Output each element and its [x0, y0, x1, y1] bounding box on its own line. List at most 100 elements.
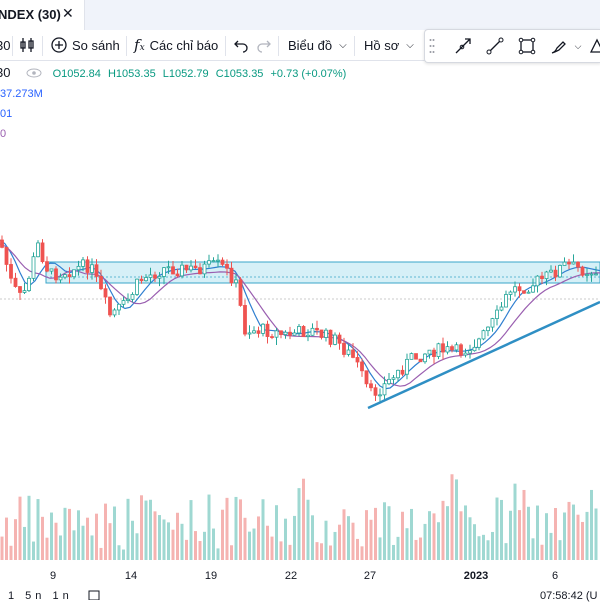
volume-bar [230, 545, 233, 560]
candle-body [499, 306, 504, 311]
range-buttons[interactable]: 1 5n 1n [8, 590, 73, 602]
volume-bar [306, 499, 310, 560]
candle-body [31, 256, 36, 279]
trend-line-tool-icon[interactable] [483, 34, 507, 58]
candle-body [351, 349, 355, 358]
candle-body [4, 246, 9, 265]
candle-body [364, 370, 369, 385]
candle-body [360, 361, 364, 372]
volume-bar [329, 545, 332, 560]
candle-body [67, 274, 72, 278]
calendar-icon[interactable] [88, 590, 100, 603]
candle-body [445, 346, 450, 353]
candle-body [405, 358, 409, 375]
volume-bar [86, 517, 89, 560]
candle-body [490, 318, 495, 328]
volume-bar [563, 512, 566, 560]
candle-body [346, 349, 351, 355]
candle-body [256, 330, 261, 334]
volume-bar [365, 510, 368, 560]
interval-button[interactable]: 30 [0, 30, 10, 60]
candlesticks [0, 235, 598, 403]
uptrend-line[interactable] [367, 300, 600, 410]
redo-button[interactable] [256, 30, 272, 60]
candle-body [72, 269, 76, 278]
volume-bar [36, 499, 40, 560]
volume-bar [401, 511, 404, 560]
volume-bar [320, 543, 323, 560]
ohlc-legend: 30 O1052.84 H1053.35 L1052.79 C1053.35 +… [0, 65, 350, 80]
legend-close: C1053.35 [215, 68, 264, 80]
volume-bar [252, 528, 256, 560]
profile-dropdown[interactable]: Hồ sơ ⌵ [364, 30, 414, 60]
volume-bar [77, 510, 80, 560]
volume-bar [513, 483, 517, 560]
volume-bar [68, 508, 71, 560]
candle-body [495, 309, 499, 319]
chevron-down-icon[interactable]: ⌵ [574, 40, 582, 51]
volume-bar [194, 531, 197, 560]
volume-bar [527, 506, 530, 560]
time-axis[interactable]: 9 14 19 22 27 2023 6 [0, 560, 600, 584]
volume-bar [41, 516, 44, 560]
volume-bar [113, 506, 116, 560]
volume-bar [540, 544, 544, 560]
volume-bar [590, 489, 593, 560]
candle-body [535, 275, 540, 287]
shapes-tool-icon[interactable] [585, 34, 600, 58]
profile-label: Hồ sơ [364, 37, 400, 53]
candle-body [279, 330, 283, 335]
volume-bar [216, 548, 220, 560]
volume-bar [437, 522, 440, 560]
volume-bar [356, 538, 359, 560]
volume-bar [410, 508, 413, 560]
candle-body [328, 329, 333, 345]
volume-bar [549, 532, 553, 560]
clock-readout: 07:58:42 (U [540, 590, 598, 602]
close-icon[interactable]: ✕ [62, 5, 74, 21]
drag-handle-icon[interactable] [427, 34, 437, 58]
trend-arrow-tool-icon[interactable] [451, 34, 475, 58]
symbol-tab[interactable]: NDEX (30) ✕ [0, 0, 85, 30]
candle-body [225, 264, 229, 269]
indicators-button[interactable]: fx Các chỉ báo [134, 30, 218, 60]
volume-bar [374, 507, 377, 560]
volume-bar [63, 507, 67, 560]
candle-body [288, 331, 292, 336]
candle-body [94, 264, 99, 277]
candle-body [544, 271, 549, 279]
candle-body [468, 350, 472, 354]
volume-bar [149, 499, 152, 560]
volume-bar [167, 522, 170, 560]
undo-button[interactable] [233, 30, 249, 60]
candle-body [513, 286, 517, 293]
candle-body [243, 305, 247, 335]
volume-bar [414, 539, 418, 560]
volume-bar [95, 513, 98, 560]
candle-body [454, 344, 459, 351]
brush-tool-icon[interactable] [547, 34, 571, 58]
x-tick-label: 2023 [463, 570, 489, 582]
candle-body [184, 264, 189, 271]
candle-body [567, 261, 571, 265]
rectangle-tool-icon[interactable] [515, 34, 539, 58]
volume-bar [405, 528, 409, 560]
volume-bar [464, 505, 467, 560]
bar-style-button[interactable] [18, 30, 36, 60]
volume-bar [284, 518, 287, 560]
candle-body [36, 242, 40, 258]
candle-body [202, 263, 207, 275]
candle-body [153, 274, 157, 279]
volume-bar [536, 505, 539, 560]
eye-icon[interactable] [26, 68, 42, 81]
tab-title: NDEX (30) [0, 7, 61, 22]
volume-bar [261, 499, 265, 560]
candle-body [477, 338, 481, 348]
compare-button[interactable]: So sánh [50, 30, 120, 60]
chart-type-dropdown[interactable]: Biểu đồ ⌵ [288, 30, 347, 60]
volume-bar [473, 524, 476, 560]
candle-body [90, 264, 94, 273]
candle-body [18, 286, 22, 293]
candle-body [193, 265, 198, 269]
